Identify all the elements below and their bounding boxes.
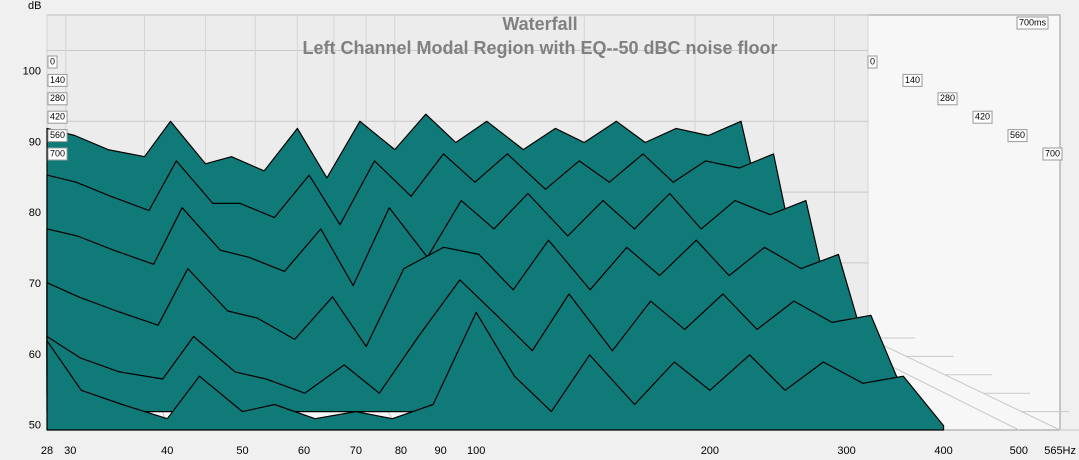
time-tick-box xyxy=(937,92,958,106)
time-tick-box xyxy=(902,73,923,87)
y-tick-label: 90 xyxy=(29,136,41,148)
time-tick-box xyxy=(47,110,68,124)
time-tick-label: 560 xyxy=(50,130,65,140)
time-tick-label: 280 xyxy=(940,93,955,103)
chart-title: Waterfall xyxy=(502,14,577,34)
y-axis-label: dB xyxy=(28,0,41,12)
time-tick-label: 0 xyxy=(870,56,875,66)
x-tick-label: 40 xyxy=(161,445,173,457)
time-tick-box xyxy=(47,147,68,161)
time-tick-label: 700 xyxy=(50,148,65,158)
y-tick-label: 80 xyxy=(29,207,41,219)
x-tick-label: 60 xyxy=(298,445,310,457)
x-tick-label: 500 xyxy=(1010,445,1028,457)
y-tick-label: 60 xyxy=(29,349,41,361)
time-tick-label: 700 xyxy=(1045,148,1060,158)
y-tick-label: 100 xyxy=(23,66,41,78)
time-tick-label: 140 xyxy=(905,75,920,85)
time-tick-label: 280 xyxy=(50,93,65,103)
time-tick-box xyxy=(47,55,58,69)
grid-line xyxy=(867,337,1061,431)
time-tick-label: 420 xyxy=(50,112,65,122)
time-tick-label: 420 xyxy=(975,112,990,122)
x-tick-label: 565Hz xyxy=(1044,445,1076,457)
time-tick-box xyxy=(867,55,878,69)
waterfall-slice xyxy=(46,311,945,431)
chart-subtitle: Left Channel Modal Region with EQ--50 dB… xyxy=(302,38,777,58)
time-tick-label: 560 xyxy=(1010,130,1025,140)
x-tick-label: 100 xyxy=(467,445,485,457)
x-tick-label: 28 xyxy=(41,445,53,457)
time-tick-box xyxy=(1042,147,1063,161)
x-tick-label: 70 xyxy=(350,445,362,457)
x-tick-label: 200 xyxy=(701,445,719,457)
x-tick-label: 30 xyxy=(64,445,76,457)
time-tick-box xyxy=(47,73,68,87)
x-tick-label: 300 xyxy=(837,445,855,457)
time-tick-label: 0 xyxy=(50,56,55,66)
time-tick-label: 700ms xyxy=(1019,17,1047,27)
time-tick-box xyxy=(47,92,68,106)
y-tick-label: 50 xyxy=(29,420,41,432)
time-tick-box xyxy=(972,110,993,124)
time-tick-box xyxy=(1007,129,1028,143)
x-tick-label: 400 xyxy=(934,445,952,457)
time-tick-label: 140 xyxy=(50,75,65,85)
x-tick-label: 50 xyxy=(236,445,248,457)
x-tick-label: 90 xyxy=(435,445,447,457)
y-tick-label: 70 xyxy=(29,278,41,290)
time-tick-box xyxy=(1016,16,1049,30)
time-tick-box xyxy=(47,129,68,143)
x-tick-label: 80 xyxy=(395,445,407,457)
